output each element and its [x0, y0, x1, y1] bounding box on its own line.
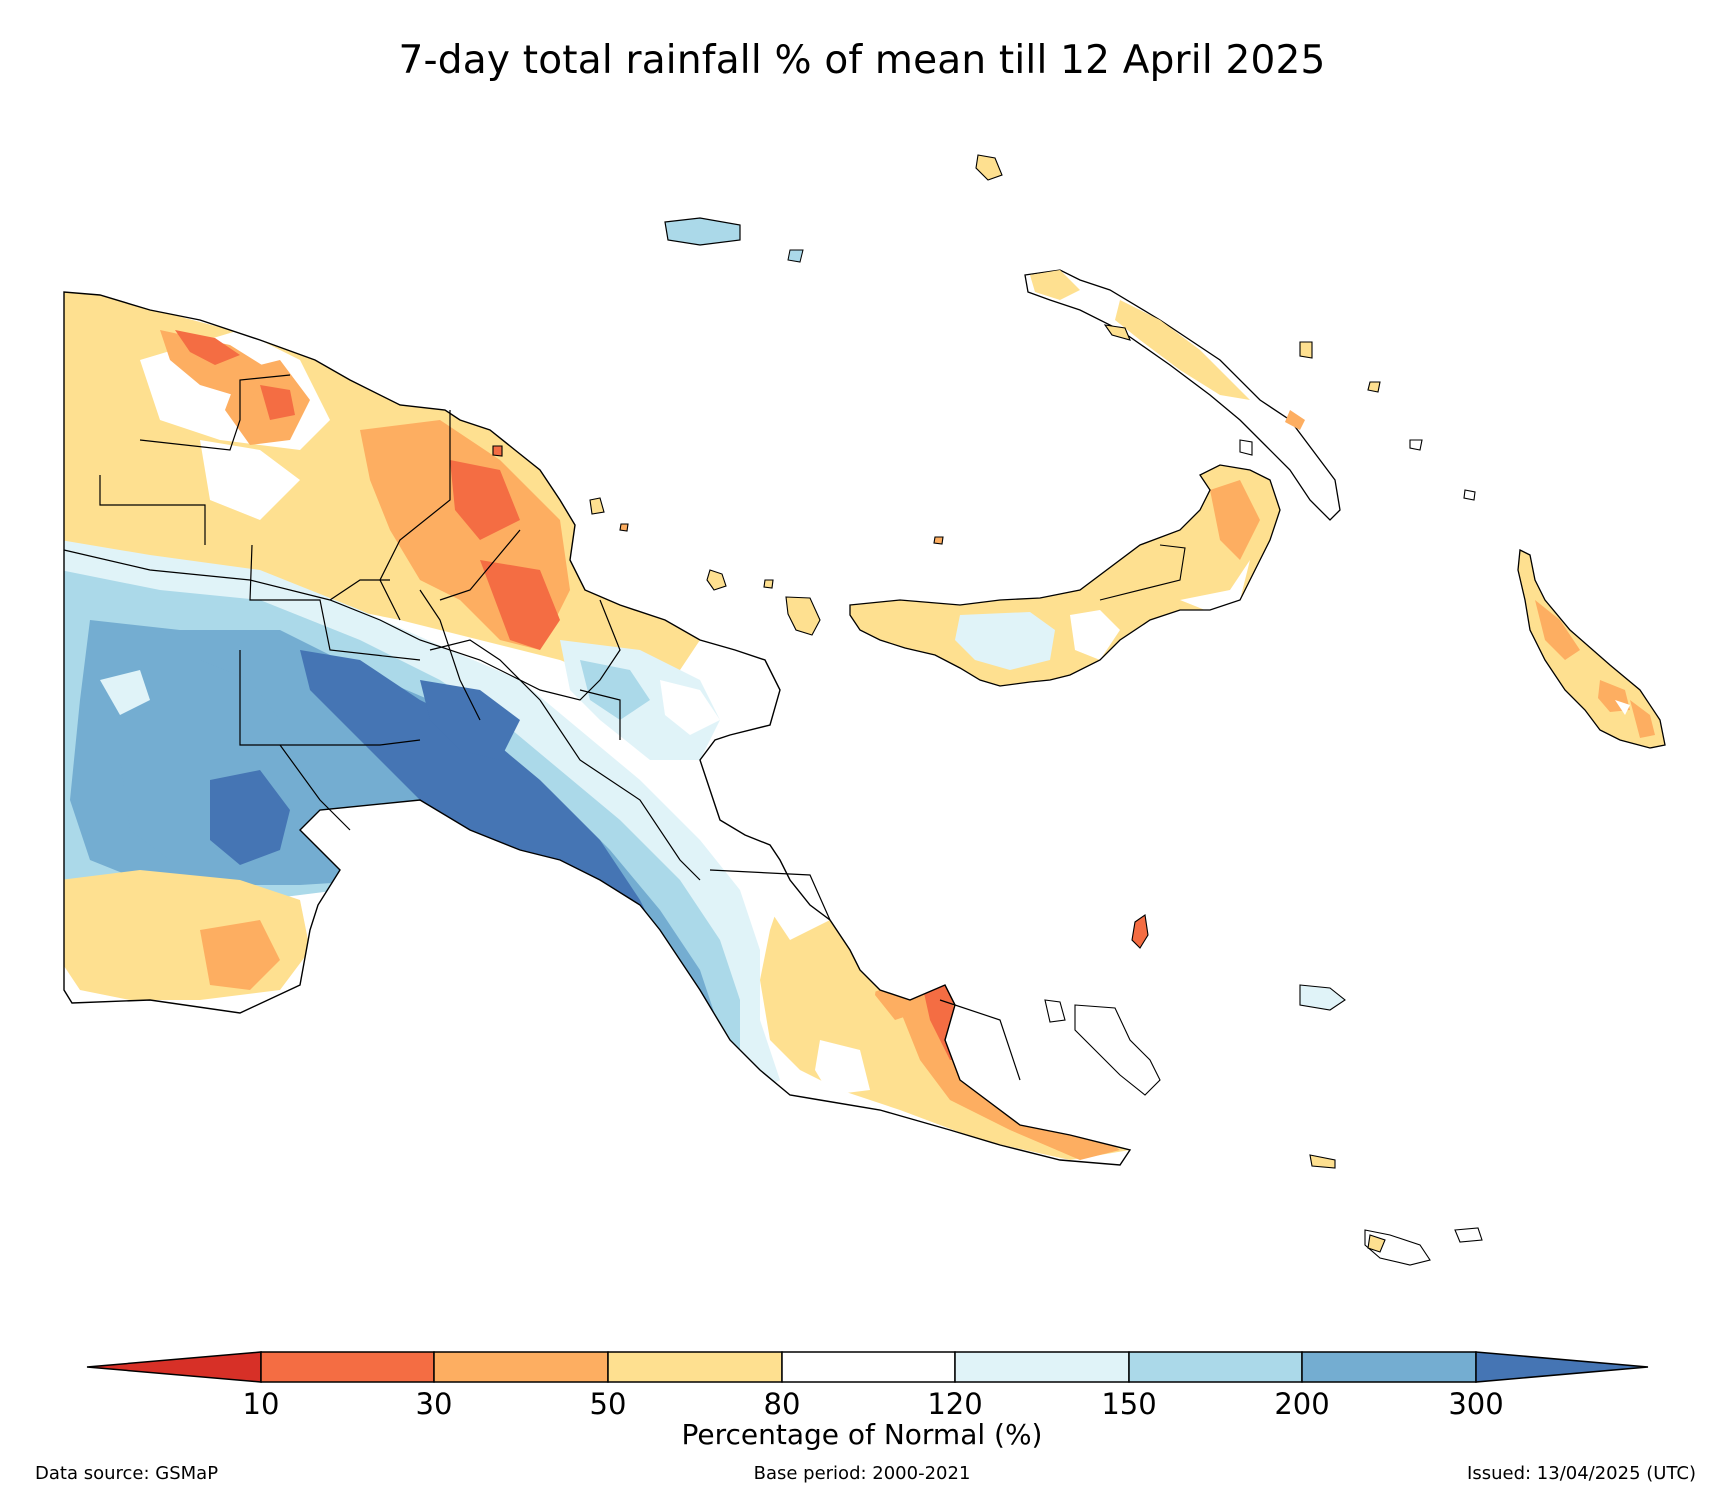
province-boundaries	[63, 374, 1021, 1081]
legend-tick-120: 120	[927, 1387, 983, 1421]
small-islands	[492, 154, 1483, 1266]
bougainville-island	[1517, 548, 1666, 749]
legend-swatch-150-200	[1128, 1351, 1303, 1383]
issued-date-note: Issued: 13/04/2025 (UTC)	[1467, 1463, 1696, 1484]
new-ireland-island	[1024, 269, 1341, 521]
legend-title: Percentage of Normal (%)	[681, 1418, 1043, 1451]
legend-swatch-10-30	[260, 1351, 435, 1383]
legend-tick-50: 50	[589, 1387, 627, 1421]
legend-swatch-80-120	[781, 1351, 956, 1383]
data-source-note: Data source: GSMaP	[35, 1463, 219, 1484]
manus-island	[664, 217, 804, 263]
legend-tick-30: 30	[415, 1387, 453, 1421]
legend-tick-10: 10	[242, 1387, 280, 1421]
new-britain-island	[849, 464, 1281, 687]
legend-swatch-30-50	[433, 1351, 609, 1383]
legend-tick-80: 80	[763, 1387, 801, 1421]
base-period-note: Base period: 2000-2021	[753, 1463, 971, 1484]
legend-swatch-200-300	[1301, 1351, 1477, 1383]
legend-swatch-120-150	[954, 1351, 1130, 1383]
legend-tick-300: 300	[1448, 1387, 1504, 1421]
map-title: 7-day total rainfall % of mean till 12 A…	[398, 38, 1326, 83]
legend-swatch-below-10	[86, 1351, 262, 1383]
legend-tick-200: 200	[1274, 1387, 1330, 1421]
legend-swatch-above-300	[1475, 1351, 1649, 1383]
mainland-coastline	[63, 291, 1132, 1166]
legend-swatch-50-80	[607, 1351, 783, 1383]
legend-tick-150: 150	[1101, 1387, 1157, 1421]
